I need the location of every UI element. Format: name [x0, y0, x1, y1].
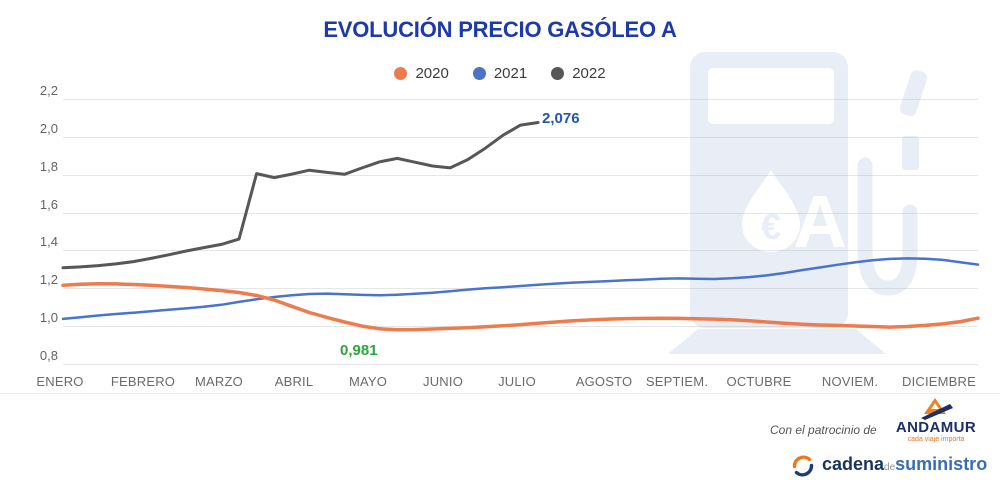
- x-tick-label: DICIEMBRE: [901, 374, 977, 389]
- andamur-mountain-icon: [921, 398, 953, 420]
- y-tick-label: 1,4: [39, 234, 58, 250]
- x-tick-label: JULIO: [498, 374, 536, 389]
- x-tick-label: OCTUBRE: [726, 374, 792, 389]
- fuel-pump-icon: € A: [668, 52, 928, 354]
- andamur-tagline: cada viaje importa: [907, 436, 965, 443]
- legend-label-2021: 2021: [493, 65, 528, 82]
- x-tick-label: ABRIL: [274, 374, 314, 389]
- x-tick-label: ENERO: [36, 374, 84, 389]
- chart-legend: 2020 2021 2022: [0, 65, 1000, 82]
- series-line-2021: [61, 257, 980, 321]
- x-tick-label: AGOSTO: [575, 374, 633, 389]
- cadena-wordmark: cadenadesuministro: [822, 452, 987, 480]
- gridline: [63, 288, 978, 290]
- gasoleo-a-letter: A: [793, 180, 846, 263]
- pump-nozzle: [899, 70, 928, 117]
- gridline: [63, 136, 978, 138]
- legend-label-2020: 2020: [415, 65, 449, 82]
- gridline: [63, 99, 978, 100]
- legend-item-2021: 2021: [472, 65, 528, 82]
- gridline: [63, 212, 978, 214]
- de-word: de: [884, 462, 896, 473]
- legend-item-2022: 2022: [551, 65, 606, 82]
- y-tick-label: 1,6: [39, 196, 58, 212]
- x-tick-label: FEBRERO: [110, 374, 176, 389]
- legend-label-2022: 2022: [572, 65, 606, 82]
- page-title: EVOLUCIÓN PRECIO GASÓLEO A: [323, 17, 677, 42]
- legend-dot-2022-icon: [551, 67, 565, 80]
- pump-hose-holder: [902, 136, 919, 170]
- y-tick-label: 1,8: [39, 158, 58, 174]
- chart-bottom-rule: [0, 393, 1000, 394]
- circular-arrows-icon: [792, 455, 814, 477]
- x-tick-label: MAYO: [348, 374, 388, 389]
- euro-droplet-icon: [742, 170, 800, 252]
- cadena-de-suministro-logo: cadenadesuministro: [791, 452, 987, 480]
- data-label-2022-max: 2,076: [542, 110, 580, 127]
- suministro-word: suministro: [895, 454, 988, 474]
- x-tick-label: MARZO: [195, 374, 243, 389]
- x-tick-label: NOVIEM.: [821, 374, 879, 389]
- sponsor-prefix: Con el patrocinio de: [770, 423, 877, 437]
- pump-hose: [857, 157, 918, 296]
- pump-screen: [708, 68, 834, 124]
- y-tick-label: 2,0: [39, 120, 58, 136]
- gridline: [63, 364, 978, 365]
- cadena-word: cadena: [822, 454, 885, 474]
- y-tick-label: 2,2: [39, 83, 58, 98]
- euro-symbol: €: [761, 206, 781, 247]
- pump-base: [668, 329, 886, 354]
- y-tick-label: 1,2: [39, 272, 58, 288]
- series-line-2020: [61, 281, 980, 332]
- x-tick-label: JUNIO: [423, 374, 463, 389]
- y-tick-label: 1,0: [39, 310, 58, 326]
- x-tick-label: SEPTIEM.: [645, 374, 709, 389]
- andamur-brand-name: ANDAMUR: [895, 419, 977, 436]
- series-line-2022: [61, 121, 540, 270]
- gridline: [63, 326, 978, 328]
- legend-dot-2020-icon: [394, 67, 408, 80]
- andamur-logo: ANDAMUR cada viaje importa: [888, 398, 984, 444]
- legend-dot-2021-icon: [472, 67, 486, 80]
- gridline: [63, 250, 978, 252]
- legend-item-2020: 2020: [394, 65, 449, 82]
- data-label-2020-min: 0,981: [340, 342, 378, 359]
- y-tick-label: 0,8: [39, 348, 58, 363]
- gridline: [63, 174, 978, 176]
